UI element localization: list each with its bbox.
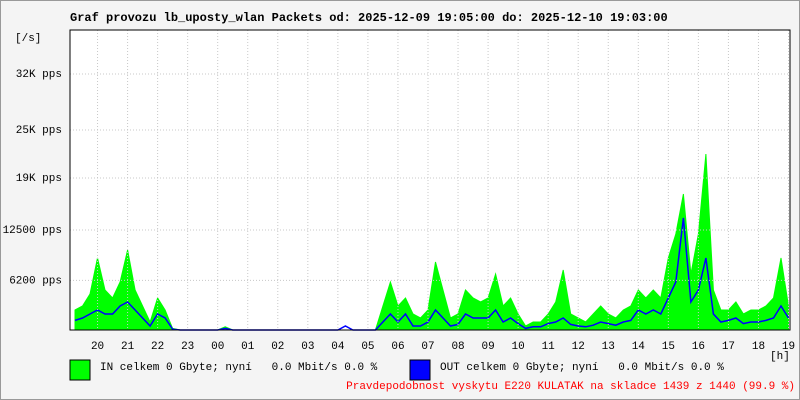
x-tick-label: 04 [331, 341, 345, 353]
y-tick-label: 12500 pps [3, 225, 62, 237]
x-tick-label: 01 [241, 341, 255, 353]
x-tick-label: 11 [542, 341, 556, 353]
x-tick-label: 13 [602, 341, 615, 353]
footnote: Pravdepodobnost vyskytu E220 KULATAK na … [346, 381, 795, 393]
x-tick-label: 08 [451, 341, 464, 353]
x-tick-label: 09 [481, 341, 494, 353]
x-tick-label: 02 [271, 341, 284, 353]
x-tick-label: 16 [692, 341, 705, 353]
x-tick-label: 18 [752, 341, 765, 353]
y-axis-label: [/s] [15, 33, 41, 45]
x-tick-label: 20 [91, 341, 104, 353]
y-tick-label: 32K pps [16, 69, 62, 81]
x-tick-label: 15 [662, 341, 675, 353]
x-tick-label: 23 [181, 341, 194, 353]
y-tick-label: 25K pps [16, 125, 62, 137]
x-tick-label: 00 [211, 341, 224, 353]
x-tick-label: 05 [361, 341, 374, 353]
legend-swatch [69, 359, 91, 381]
plot-border [69, 29, 791, 331]
legend-label: OUT celkem 0 Gbyte; nyní 0.0 Mbit/s 0.0 … [440, 362, 724, 374]
x-tick-label: 22 [151, 341, 164, 353]
x-tick-label: 19 [782, 341, 795, 353]
y-tick-label: 19K pps [16, 173, 62, 185]
x-tick-label: 14 [632, 341, 646, 353]
legend-swatch [409, 359, 431, 381]
x-tick-label: 03 [301, 341, 314, 353]
legend-label: IN celkem 0 Gbyte; nyní 0.0 Mbit/s 0.0 % [100, 362, 378, 374]
x-tick-label: 12 [572, 341, 585, 353]
x-axis-label: [h] [770, 351, 790, 363]
x-tick-label: 10 [512, 341, 525, 353]
chart-title: Graf provozu lb_uposty_wlan Packets od: … [70, 11, 668, 25]
x-tick-label: 06 [391, 341, 404, 353]
y-tick-label: 6200 pps [9, 275, 62, 287]
x-tick-label: 07 [421, 341, 434, 353]
x-tick-label: 21 [121, 341, 135, 353]
x-tick-label: 17 [722, 341, 735, 353]
